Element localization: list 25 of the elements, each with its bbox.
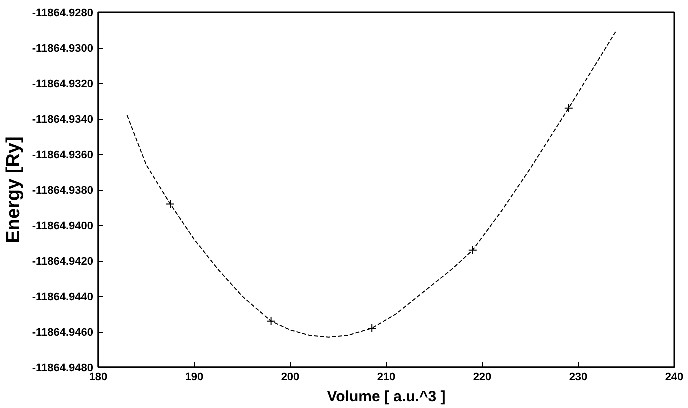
point — [564, 104, 574, 113]
x-tick-label: 210 — [377, 372, 396, 384]
y-tick-label: -11864.9440 — [32, 292, 94, 304]
x-axis-title: Volume [ a.u.^3 ] — [327, 388, 446, 406]
x-tick-label: 220 — [473, 372, 492, 384]
x-tick-label: 240 — [665, 372, 684, 384]
y-tick-label: -11864.9320 — [32, 78, 94, 90]
y-tick-label: -11864.9360 — [32, 150, 94, 162]
y-tick-label: -11864.9300 — [32, 43, 94, 55]
y-tick-label: -11864.9280 — [32, 8, 94, 20]
y-tick-label: -11864.9420 — [32, 256, 94, 268]
point — [166, 200, 175, 209]
x-tick-label: 180 — [89, 372, 108, 384]
line-series — [126, 30, 618, 338]
point — [368, 324, 377, 333]
y-tick-label: -11864.9400 — [32, 220, 94, 232]
y-axis-title: Energy [Ry] — [3, 136, 24, 244]
x-tick-label: 230 — [569, 372, 588, 384]
x-tick-label: 200 — [281, 372, 300, 384]
x-tick-label: 190 — [185, 372, 204, 384]
y-tick-label: -11864.9340 — [32, 114, 94, 126]
point — [266, 316, 276, 326]
y-tick-label: -11864.9380 — [32, 185, 94, 197]
point — [468, 246, 478, 255]
y-tick-label: -11864.9460 — [32, 327, 94, 339]
